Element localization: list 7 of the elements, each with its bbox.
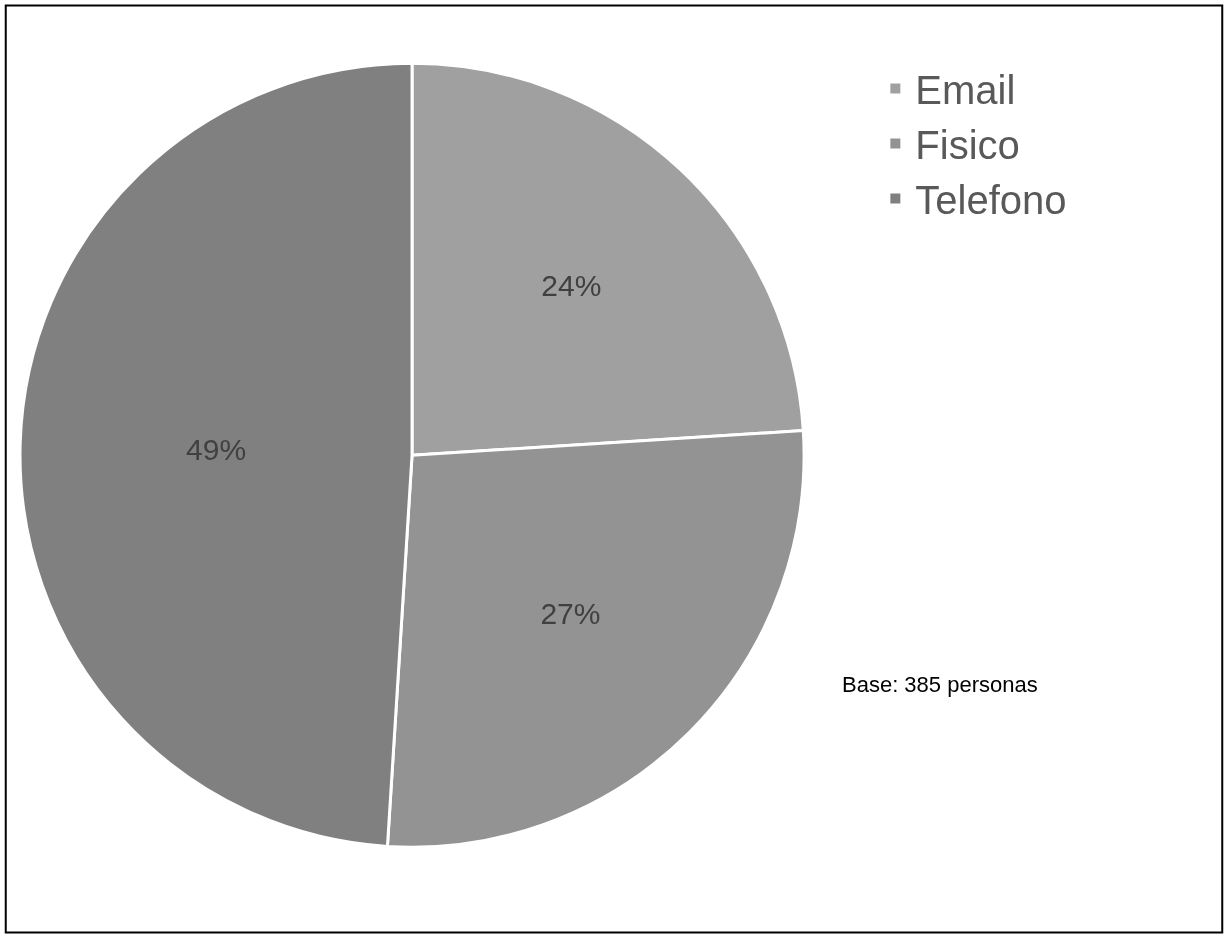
data-label: 49% — [186, 432, 247, 466]
data-label: 24% — [541, 269, 602, 303]
data-label: 27% — [540, 597, 601, 631]
text: Base: 385 personas — [842, 672, 1038, 697]
legend-label: Email — [915, 68, 1016, 112]
legend-label: Telefono — [915, 178, 1067, 222]
legend-label: Fisico — [915, 123, 1020, 167]
